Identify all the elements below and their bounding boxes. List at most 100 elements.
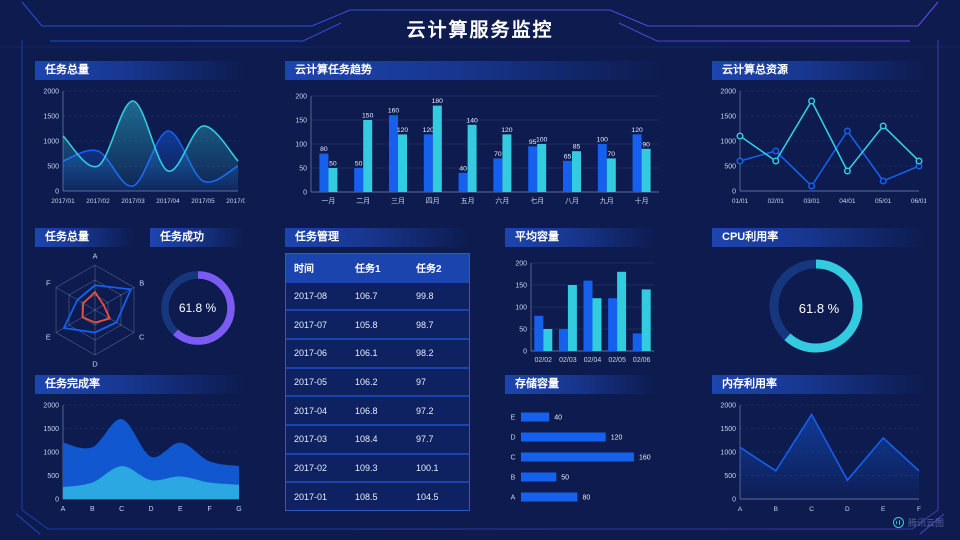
svg-text:0: 0 — [55, 497, 59, 504]
svg-text:1000: 1000 — [43, 450, 59, 457]
table-cell: 106.1 — [355, 348, 378, 359]
table-cell: 97 — [416, 377, 427, 388]
svg-text:2000: 2000 — [43, 403, 59, 410]
chart-avg-capacity[interactable]: 0 50 100 150 200 02/02 02/03 02/04 02/05 02/06 — [505, 250, 660, 366]
svg-text:2000: 2000 — [720, 89, 736, 96]
svg-text:五月: 五月 — [461, 197, 475, 205]
svg-text:A: A — [61, 506, 66, 513]
chart-total-resources[interactable]: 0 500 1000 1500 2000 01/01 02/01 03/01 04/01 05/0… — [712, 83, 926, 207]
svg-text:七月: 七月 — [530, 196, 544, 205]
svg-text:100: 100 — [295, 142, 307, 149]
table-header-cell: 时间 — [294, 263, 314, 275]
panel-title-task-trend: 云计算任务趋势 — [285, 61, 665, 80]
table-header-row: 时间 任务1 任务2 — [286, 254, 469, 283]
svg-text:150: 150 — [362, 113, 374, 120]
svg-text:0: 0 — [523, 349, 527, 356]
page-title: 云计算服务监控 — [406, 20, 554, 41]
chart-task-success-donut[interactable] — [150, 250, 245, 366]
table-cell: 2017-08 — [294, 291, 328, 301]
table-cell: 98.2 — [416, 348, 434, 359]
svg-text:F: F — [917, 506, 921, 513]
svg-text:B: B — [90, 506, 95, 513]
panel-title-storage: 存储容量 — [505, 375, 657, 394]
svg-text:50: 50 — [329, 161, 337, 168]
svg-text:E: E — [178, 506, 183, 513]
svg-text:C: C — [510, 455, 515, 462]
svg-text:95: 95 — [529, 139, 537, 146]
chart-completion[interactable]: 0 500 1000 1500 2000 A B C D E F G — [35, 397, 245, 515]
svg-text:三月: 三月 — [391, 197, 405, 205]
svg-text:180: 180 — [432, 98, 444, 105]
table-row: 2017-07 105.8 98.7 — [286, 311, 469, 341]
svg-text:F: F — [46, 279, 51, 288]
svg-text:2017/05: 2017/05 — [191, 198, 215, 205]
svg-text:500: 500 — [724, 164, 736, 171]
svg-text:E: E — [881, 506, 886, 513]
svg-text:02/01: 02/01 — [768, 198, 785, 205]
table-header-cell: 任务2 — [416, 263, 442, 275]
svg-text:120: 120 — [631, 127, 643, 134]
svg-text:150: 150 — [295, 118, 307, 125]
table-cell: 2017-07 — [294, 319, 328, 330]
svg-text:E: E — [511, 415, 516, 422]
svg-text:2017/06: 2017/06 — [226, 198, 245, 205]
svg-text:2017/03: 2017/03 — [121, 198, 145, 205]
svg-text:02/03: 02/03 — [559, 357, 577, 364]
table-row: 2017-06 106.1 98.2 — [286, 340, 469, 369]
svg-text:50: 50 — [299, 166, 307, 173]
svg-text:E: E — [46, 333, 51, 342]
svg-text:50: 50 — [561, 475, 569, 482]
table-cell: 104.5 — [416, 491, 439, 502]
svg-text:B: B — [774, 506, 778, 513]
svg-text:2017/02: 2017/02 — [86, 198, 110, 205]
table-cell: 108.4 — [355, 434, 378, 445]
svg-text:120: 120 — [501, 127, 513, 134]
panel-title-task-manage: 任务管理 — [285, 228, 470, 247]
svg-text:40: 40 — [459, 165, 467, 172]
svg-text:160: 160 — [639, 455, 651, 462]
svg-text:04/01: 04/01 — [839, 198, 856, 205]
svg-text:100: 100 — [597, 137, 609, 144]
svg-text:1000: 1000 — [720, 450, 736, 457]
table-cell: 100.1 — [416, 463, 439, 474]
svg-text:40: 40 — [554, 415, 562, 422]
svg-text:十月: 十月 — [635, 196, 649, 205]
chart-tasks-total[interactable]: 0 500 1000 1500 2000 2017/01 2017/02 2017/03 201… — [35, 83, 245, 207]
svg-text:02/05: 02/05 — [608, 357, 626, 364]
table-cell: 99.8 — [416, 291, 434, 301]
svg-text:200: 200 — [295, 94, 307, 101]
chart-cpu-donut[interactable] — [712, 250, 926, 366]
table-row: 2017-08 106.7 99.8 — [286, 283, 469, 312]
table-cell: 108.5 — [355, 491, 378, 502]
panel-title-avg-capacity: 平均容量 — [505, 228, 657, 247]
panel-title-completion: 任务完成率 — [35, 375, 245, 394]
svg-text:02/04: 02/04 — [584, 357, 602, 364]
svg-text:100: 100 — [536, 137, 548, 144]
table-cell: 106.8 — [355, 405, 378, 416]
svg-text:500: 500 — [47, 164, 59, 171]
svg-text:120: 120 — [423, 127, 435, 134]
chart-storage[interactable]: E 40 D 120 C 160 B 50 A 80 — [505, 397, 677, 515]
table-cell: 97.2 — [416, 405, 434, 416]
table-row: 2017-02 109.3 100.1 — [286, 455, 469, 484]
chart-memory[interactable]: 0 500 1000 1500 2000 A B C D E F — [712, 397, 926, 515]
brand-logo: 腾讯云图 — [893, 516, 944, 529]
brand-logo-text: 腾讯云图 — [908, 518, 945, 528]
svg-text:四月: 四月 — [426, 197, 440, 205]
chart-task-trend[interactable]: 0 50 100 150 200 一月 二月 三月 四月 五月 六月 七月 八月 九月 十月 80 50 160 1… — [285, 83, 665, 207]
task-table: 时间 任务1 任务2 2017-08 106.7 99.8 2017-07 105.8 98.7… — [285, 253, 470, 511]
svg-text:0: 0 — [303, 190, 307, 197]
svg-text:0: 0 — [732, 189, 736, 196]
svg-text:A: A — [738, 506, 743, 513]
svg-text:八月: 八月 — [565, 197, 579, 205]
logo-icon — [893, 517, 904, 528]
svg-text:1500: 1500 — [43, 114, 59, 121]
table-row: 2017-01 108.5 104.5 — [286, 483, 469, 510]
chart-task-radar[interactable]: A B C D E F — [28, 248, 162, 370]
table-row: 2017-05 106.2 97 — [286, 369, 469, 398]
table-cell: 2017-04 — [294, 405, 328, 416]
panel-title-memory: 内存利用率 — [712, 375, 926, 394]
svg-text:02/06: 02/06 — [633, 357, 651, 364]
table-cell: 97.7 — [416, 434, 434, 445]
svg-text:D: D — [148, 506, 153, 513]
